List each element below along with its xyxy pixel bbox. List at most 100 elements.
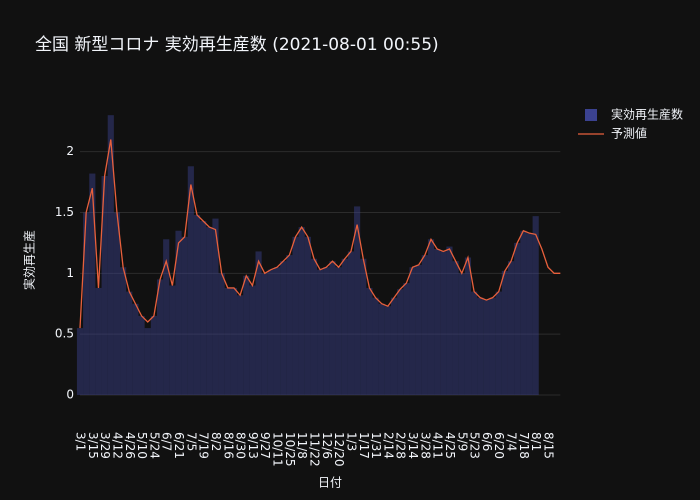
bar (495, 291, 502, 395)
bar (187, 166, 194, 395)
bar (156, 279, 164, 395)
bar (89, 173, 96, 395)
x-tick-label: 4/12 (110, 432, 124, 459)
bar (532, 216, 539, 395)
bar (452, 261, 459, 395)
x-tick-label: 9/13 (246, 432, 260, 459)
x-tick-label: 3/14 (406, 432, 420, 459)
bar (163, 239, 170, 395)
bar (150, 315, 157, 395)
y-tick-label: 1 (66, 266, 74, 280)
x-tick-label: 4/26 (123, 432, 137, 459)
bar (360, 258, 367, 395)
bar (471, 291, 478, 395)
bar (120, 267, 127, 395)
y-axis-title: 実効再生産 (22, 230, 37, 290)
x-tick-label: 12/6 (320, 432, 334, 459)
x-tick-label: 5/9 (455, 432, 469, 451)
bar (181, 236, 188, 395)
bar (169, 285, 176, 395)
x-tick-label: 1/31 (369, 432, 383, 459)
x-tick-label: 11/8 (295, 432, 309, 459)
line (79, 139, 561, 329)
bar (298, 227, 305, 395)
x-tick-label: 3/1 (74, 432, 88, 451)
x-tick-label: 5/24 (147, 432, 161, 459)
bar (304, 236, 311, 395)
bar (317, 269, 324, 395)
bar (526, 233, 533, 395)
x-tick-label: 2/28 (394, 432, 408, 459)
bar (514, 242, 521, 395)
x-tick-label: 6/21 (172, 432, 186, 459)
bar (329, 261, 336, 395)
y-tick-label: 0.5 (55, 327, 74, 341)
x-tick-label: 7/18 (517, 432, 531, 459)
bar (218, 273, 225, 395)
x-tick-label: 6/7 (160, 432, 174, 451)
bar (132, 303, 139, 395)
bar (409, 267, 416, 395)
bar (427, 239, 435, 395)
bar (390, 297, 398, 395)
x-tick-label: 3/28 (418, 432, 432, 459)
legend-label: 予測値 (611, 126, 647, 141)
x-tick-label: 5/10 (135, 432, 149, 459)
bar (267, 269, 274, 395)
x-tick-label: 7/19 (197, 432, 211, 459)
bar (138, 315, 145, 395)
bar (126, 291, 133, 395)
bar (403, 283, 410, 395)
bar (212, 218, 219, 395)
bar (446, 246, 453, 395)
x-tick-label: 5/23 (468, 432, 482, 459)
bar (458, 273, 465, 395)
bar (335, 267, 342, 395)
y-tick-label: 2 (66, 144, 74, 158)
chart-title: 全国 新型コロナ 実効再生産数 (2021-08-01 00:55) (35, 35, 439, 55)
bar (507, 261, 515, 395)
bar (397, 289, 404, 395)
bar (464, 257, 472, 395)
bar (354, 206, 361, 395)
y-tick-label: 1.5 (55, 205, 74, 219)
bar (372, 297, 379, 395)
legend-label: 実効再生産数 (611, 107, 683, 122)
x-tick-label: 6/20 (492, 432, 506, 459)
x-tick-label: 4/11 (431, 432, 445, 459)
x-tick-label: 1/17 (357, 432, 371, 459)
bar (501, 270, 508, 395)
bar (477, 297, 484, 395)
bar (415, 264, 422, 395)
bar (489, 297, 496, 395)
bar (95, 287, 102, 395)
bar (384, 306, 391, 395)
bar (286, 255, 293, 395)
bar (107, 115, 114, 396)
bar (483, 300, 490, 395)
x-tick-label: 6/6 (480, 432, 494, 451)
bar (310, 258, 318, 395)
bar (101, 176, 108, 395)
x-axis-title: 日付 (318, 476, 342, 490)
bar (249, 285, 256, 395)
x-tick-label: 10/11 (271, 432, 285, 467)
x-tick-label: 12/20 (332, 432, 346, 467)
bar (224, 287, 231, 395)
bar (206, 227, 213, 395)
bar (144, 328, 151, 395)
x-tick-label: 8/2 (209, 432, 223, 451)
x-tick-label: 10/25 (283, 432, 297, 467)
x-tick-label: 7/4 (505, 432, 519, 451)
bar (230, 287, 238, 395)
bar (366, 287, 373, 395)
y-tick-label: 0 (66, 388, 74, 402)
bar (520, 230, 527, 395)
bar (200, 221, 207, 395)
bar (76, 328, 84, 395)
x-tick-label: 8/1 (529, 432, 543, 451)
x-tick-label: 8/30 (234, 432, 248, 459)
